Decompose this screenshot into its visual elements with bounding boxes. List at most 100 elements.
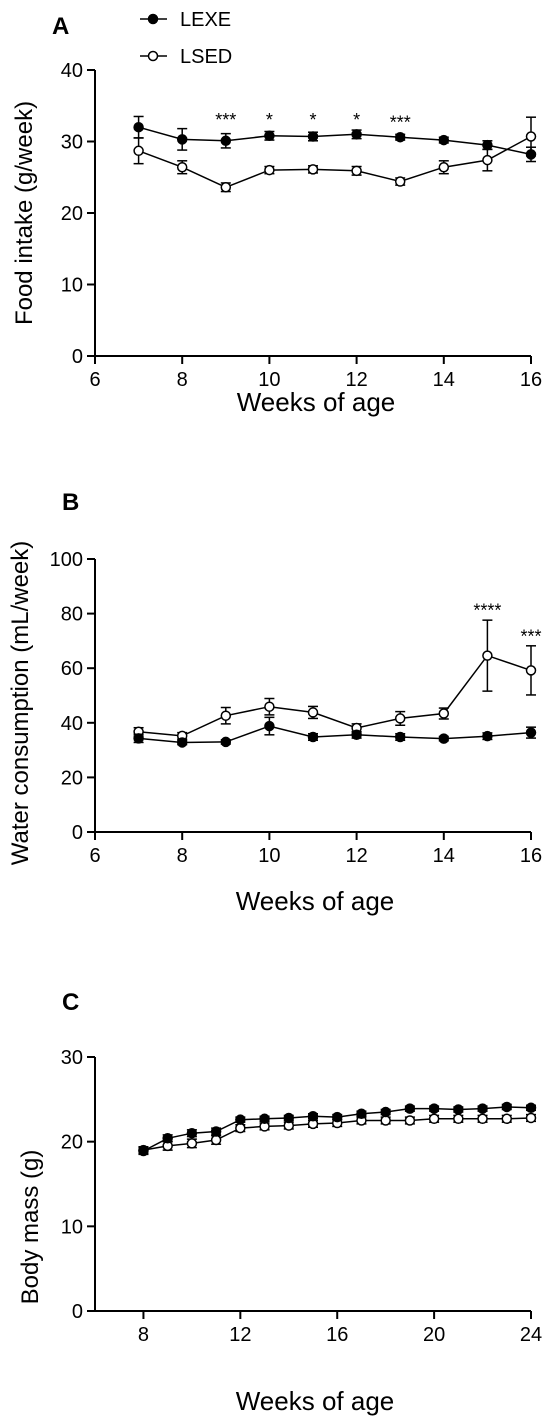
panel-a-x-tick-label: 6 <box>89 369 100 391</box>
panel-b-y-tick-label: 60 <box>61 658 83 680</box>
panel-b-lexe-point <box>394 731 406 743</box>
panel-c-lexe-point <box>307 1111 319 1122</box>
panel-a-significance-annotation: * <box>266 110 273 130</box>
legend-lexe-marker <box>147 13 159 25</box>
panel-a-y-axis-title: Food intake (g/week) <box>11 101 38 325</box>
panel-b-x-tick-label: 8 <box>177 845 188 867</box>
panel-b-lexe-point <box>438 733 450 744</box>
panel-a-y-tick-label: 10 <box>61 275 83 297</box>
panel-a-lexe-point <box>176 134 188 145</box>
panel-b-lsed-point <box>482 650 493 661</box>
panel-a-lsed-point <box>220 182 232 193</box>
panel-b-y-tick-label: 40 <box>61 713 83 735</box>
panel-a-lexe-point <box>525 149 537 160</box>
panel-c-lexe-point <box>210 1126 222 1137</box>
panel-b-x-axis-title: Weeks of age <box>236 886 395 916</box>
panel-a-lsed-point <box>394 176 406 187</box>
panel-b-y-tick-label: 100 <box>50 549 83 571</box>
panel-c-x-tick-label: 8 <box>138 1324 149 1346</box>
panel-c-lexe-point <box>283 1112 295 1124</box>
panel-c-y-tick-label: 20 <box>61 1132 83 1154</box>
panel-c-lexe-point <box>453 1104 464 1115</box>
panel-c-lsed-point <box>210 1134 222 1146</box>
panel-b-x-tick-label: 10 <box>258 845 280 867</box>
panel-a-x-tick-label: 14 <box>433 369 455 391</box>
panel-b-lexe-point <box>133 733 144 744</box>
panel-c-lsed-point <box>525 1112 537 1124</box>
panel-c-lexe-point <box>186 1127 198 1139</box>
panel-c-lexe-point <box>331 1111 343 1123</box>
legend-lsed-label: LSED <box>180 46 232 68</box>
panel-b-lsed-series-line <box>138 654 532 737</box>
panel-b-axes: 0 20 40 60 80 100 6 8 10 12 14 16 <box>50 549 543 867</box>
panel-a-x-axis-title: Weeks of age <box>237 387 396 417</box>
panel-c-axes: 0 10 20 30 8 12 16 20 24 <box>61 1047 542 1346</box>
legend-lsed-marker <box>147 50 159 62</box>
panel-c-lsed-point <box>477 1113 488 1125</box>
panel-c-x-tick-label: 24 <box>520 1324 542 1346</box>
panel-c-y-axis-title: Body mass (g) <box>17 1150 44 1305</box>
panel-c-lexe-point <box>356 1108 367 1119</box>
panel-a-significance-annotation: * <box>309 110 316 130</box>
panel-b-lsed-point <box>394 713 406 724</box>
panel-b-x-tick-label: 16 <box>520 845 542 867</box>
panel-a-significance-annotation: *** <box>390 113 411 133</box>
panel-c-lexe-point <box>138 1145 149 1157</box>
panel-c-x-tick-label: 20 <box>423 1324 445 1346</box>
panel-a-lexe-point <box>351 129 362 140</box>
panel-b-label: B <box>62 489 79 516</box>
panel-a-x-tick-label: 8 <box>177 369 188 391</box>
panel-b-lexe-point <box>482 730 493 742</box>
panel-c-lsed-point <box>453 1113 464 1125</box>
panel-b-lsed-point <box>438 708 450 719</box>
panel-a-lsed-point <box>176 161 188 173</box>
panel-a-y-tick-label: 40 <box>61 60 83 82</box>
panel-c-lexe-point <box>162 1133 173 1144</box>
panel-c-lsed-point <box>380 1115 391 1126</box>
panel-c-x-tick-label: 16 <box>326 1324 348 1346</box>
panel-b-lsed-point <box>525 665 537 676</box>
panel-c-lexe-point <box>477 1103 488 1114</box>
panel-b-y-tick-label: 80 <box>61 604 83 626</box>
panel-b-x-tick-label: 14 <box>433 845 455 867</box>
panel-c-lsed-point <box>404 1115 416 1126</box>
panel-a-lsed-point <box>264 164 275 176</box>
panel-a-lsed-point <box>307 164 319 175</box>
panel-a-x-tick-label: 10 <box>258 369 280 391</box>
panel-a-lsed-point <box>438 161 450 173</box>
panel-b-lexe-point <box>351 729 362 741</box>
panel-c-lsed-point <box>428 1113 440 1125</box>
panel-c-lsed-point <box>501 1113 513 1125</box>
panel-a-label: A <box>52 13 69 40</box>
panel-a-lsed-point <box>482 154 493 166</box>
panel-a-lsed-point <box>133 145 144 157</box>
panel-a-x-tick-label: 12 <box>345 369 367 391</box>
panel-a-lexe-point <box>264 130 275 142</box>
panel-c-lsed-point <box>186 1138 198 1149</box>
panel-a-lexe-point <box>394 131 406 143</box>
panel-c: C 0 10 20 30 8 12 16 20 24 Weeks of age Body mas… <box>17 989 542 1416</box>
panel-a-lsed-point <box>525 131 537 142</box>
panel-b-lexe-series-line <box>138 725 532 744</box>
panel-a-lexe-point <box>482 139 493 151</box>
panel-c-marks <box>138 1101 537 1157</box>
panel-c-x-tick-label: 12 <box>229 1324 251 1346</box>
panel-b-significance-annotation: **** <box>473 600 501 620</box>
panel-c-lexe-point <box>380 1106 391 1118</box>
panel-a-x-tick-label: 16 <box>520 369 542 391</box>
panel-a-y-tick-label: 30 <box>61 132 83 154</box>
panel-b-lsed-point <box>307 707 319 718</box>
panel-b-lexe-point <box>307 731 319 743</box>
panel-a-lexe-point <box>307 131 319 142</box>
panel-b-x-tick-label: 12 <box>345 845 367 867</box>
panel-a-significance-annotation: * <box>353 110 360 130</box>
legend: LEXE LSED <box>140 9 232 68</box>
panel-a-lexe-point <box>220 135 232 147</box>
panel-c-lexe-point <box>235 1114 246 1125</box>
panel-a-y-tick-label: 0 <box>72 346 83 368</box>
panel-a-lsed-point <box>351 165 362 177</box>
panel-c-y-tick-label: 10 <box>61 1216 83 1238</box>
panel-b-x-tick-label: 6 <box>89 845 100 867</box>
